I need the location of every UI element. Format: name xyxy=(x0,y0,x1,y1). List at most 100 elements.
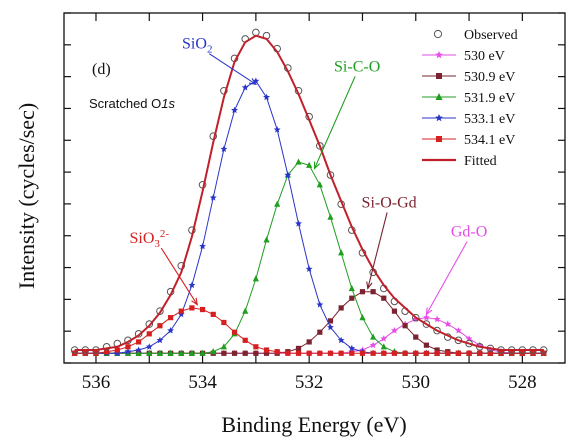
data-point xyxy=(242,337,248,343)
annotation-arrowhead xyxy=(425,307,433,316)
annotation-arrow xyxy=(208,53,257,85)
data-point xyxy=(316,181,323,188)
annotation-arrow xyxy=(313,76,356,169)
data-point xyxy=(146,331,152,337)
annotation-arrowhead xyxy=(313,161,320,170)
data-point xyxy=(465,335,473,342)
data-point xyxy=(177,310,185,318)
data-point xyxy=(435,114,443,122)
data-point xyxy=(146,349,153,356)
data-point xyxy=(221,319,227,326)
data-point xyxy=(306,339,312,345)
data-point xyxy=(253,344,259,350)
data-point xyxy=(413,350,419,356)
data-point xyxy=(348,344,356,352)
data-point xyxy=(327,318,334,324)
data-point xyxy=(295,350,302,356)
annotation: SiO32- xyxy=(129,228,199,306)
data-point xyxy=(327,323,334,331)
data-point xyxy=(125,344,131,350)
annotation-arrow xyxy=(425,241,468,315)
legend-item: Observed xyxy=(433,28,518,43)
data-point xyxy=(231,106,238,114)
annotation-arrow xyxy=(160,247,198,305)
annotation-label: Si-C-O xyxy=(334,58,380,75)
legend-label: 533.1 eV xyxy=(464,112,515,127)
data-point xyxy=(263,347,270,353)
data-point xyxy=(199,242,206,250)
data-point xyxy=(433,326,441,335)
data-point xyxy=(157,323,163,329)
data-point xyxy=(423,314,430,321)
data-point xyxy=(114,347,120,353)
x-tick-label: 530 xyxy=(402,372,431,393)
data-point xyxy=(327,350,334,356)
data-point xyxy=(167,315,174,321)
data-point xyxy=(221,350,227,356)
legend-item: 530.9 eV xyxy=(422,70,515,85)
data-point xyxy=(274,349,280,355)
data-point xyxy=(370,350,376,356)
data-point xyxy=(370,333,377,340)
annotation-label: Si-O-Gd xyxy=(362,194,417,211)
data-point xyxy=(209,194,217,201)
series-534-1-ev xyxy=(72,305,547,356)
y-axis-title: Intensity (cycles/sec) xyxy=(14,103,39,289)
legend-item: 531.9 eV xyxy=(422,91,515,106)
data-point xyxy=(113,349,121,357)
data-point xyxy=(273,126,281,133)
data-point xyxy=(370,289,376,295)
y-axis-ticks xyxy=(64,12,565,364)
data-point xyxy=(220,343,227,350)
data-point xyxy=(391,327,398,334)
data-point xyxy=(188,281,196,289)
data-point xyxy=(380,343,387,350)
annotation: SiO2 xyxy=(182,36,258,86)
x-tick-label: 536 xyxy=(82,372,111,393)
data-point xyxy=(135,349,142,356)
data-point xyxy=(487,350,493,356)
legend-label: 530 eV xyxy=(464,49,505,64)
annotation-label: Gd-O xyxy=(451,224,487,241)
data-point xyxy=(423,342,430,348)
data-point xyxy=(316,301,324,308)
legend-label: 530.9 eV xyxy=(464,70,515,85)
annotation-label: SiO32- xyxy=(129,228,169,250)
data-point xyxy=(231,329,238,335)
data-point xyxy=(274,200,281,207)
data-point xyxy=(306,350,312,356)
data-point xyxy=(369,341,377,349)
data-point xyxy=(263,350,270,356)
data-point xyxy=(178,349,185,356)
legend-label: Observed xyxy=(464,28,518,43)
data-point xyxy=(134,330,143,338)
series-531-9-ev xyxy=(71,158,547,356)
data-point xyxy=(349,350,355,356)
data-point xyxy=(422,320,431,328)
data-point xyxy=(124,348,132,355)
annotation: Si-C-O xyxy=(313,58,380,170)
series-line xyxy=(74,161,544,354)
annotation: Gd-O xyxy=(425,224,487,316)
data-point xyxy=(391,308,398,314)
data-point xyxy=(444,320,452,327)
legend-label: 531.9 eV xyxy=(464,91,515,106)
data-point xyxy=(167,327,174,334)
data-point xyxy=(199,349,206,356)
data-point xyxy=(145,320,154,328)
data-point xyxy=(241,83,249,91)
data-point xyxy=(317,350,323,356)
data-point xyxy=(411,313,420,322)
data-point xyxy=(210,348,217,355)
data-point xyxy=(338,305,344,311)
plot-frame xyxy=(63,12,566,364)
data-point xyxy=(466,350,472,356)
data-point xyxy=(156,349,164,356)
data-point xyxy=(295,158,302,165)
data-point xyxy=(380,335,388,342)
data-point xyxy=(156,307,164,315)
legend-item: 533.1 eV xyxy=(422,112,515,127)
data-point xyxy=(220,145,228,152)
data-point xyxy=(338,350,344,356)
annotation-arrowhead xyxy=(191,297,199,306)
